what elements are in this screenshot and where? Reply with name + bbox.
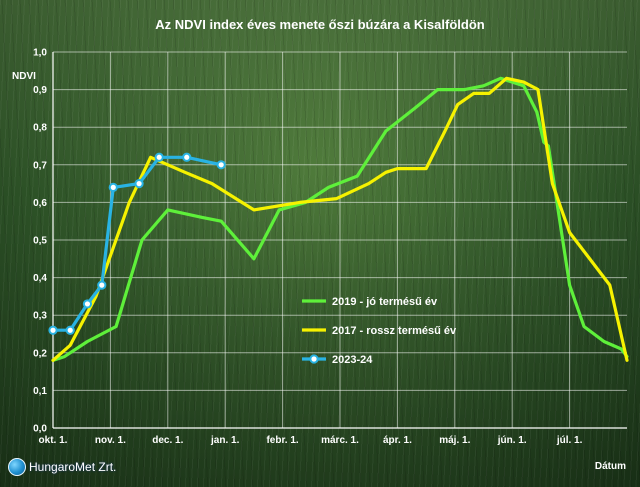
x-tick-label: dec. 1. (152, 435, 183, 446)
series-point-2 (154, 152, 164, 162)
y-tick-label: 0,8 (33, 123, 47, 134)
y-tick-label: 0,5 (33, 236, 47, 247)
series-point-2 (82, 299, 93, 309)
x-tick-label: márc. 1. (321, 435, 359, 446)
legend-marker-2 (309, 354, 319, 364)
y-tick-label: 0,3 (33, 311, 47, 322)
y-tick-label: 0,9 (33, 85, 47, 96)
hungaromet-globe-icon (8, 458, 26, 476)
y-tick-label: 0,4 (33, 273, 47, 284)
x-tick-label: máj. 1. (439, 435, 470, 446)
y-tick-label: 0,1 (33, 386, 47, 397)
series-point-2 (48, 325, 58, 335)
x-tick-label: febr. 1. (266, 435, 298, 446)
series-line-0 (51, 76, 629, 362)
logo-text: HungaroMet Zrt. (29, 460, 117, 474)
series-point-2 (108, 182, 118, 192)
legend: 2019 - jó termésű év 2017 - rossz termésű… (302, 296, 457, 366)
series-point-2 (182, 152, 192, 162)
y-tick-label: 0,0 (33, 424, 47, 435)
y-tick-label: 0,7 (33, 160, 47, 171)
series-layer (48, 76, 629, 362)
axis-layer: 0,0 0,1 0,2 0,3 0,4 0,5 0,6 0,7 0,8 0,9 1,0 okt. 1.… (33, 48, 627, 446)
series-point-2 (97, 280, 107, 290)
chart-title: Az NDVI index éves menete őszi búzára a … (155, 17, 484, 32)
x-tick-label: jún. 1. (497, 435, 527, 446)
legend-label-1: 2017 - rossz termésű év (332, 325, 457, 337)
x-tick-label: ápr. 1. (383, 435, 412, 446)
legend-label-0: 2019 - jó termésű év (332, 296, 438, 308)
legend-label-2: 2023-24 (332, 354, 373, 366)
series-point-2 (65, 325, 75, 335)
y-axis-title: NDVI (12, 71, 36, 82)
x-tick-label: júl. 1. (556, 435, 583, 446)
series-point-2 (216, 160, 226, 170)
y-tick-label: 1,0 (33, 48, 47, 59)
series-point-2 (134, 179, 144, 189)
x-tick-label: okt. 1. (39, 435, 68, 446)
y-tick-label: 0,2 (33, 348, 47, 359)
x-axis-title: Dátum (595, 461, 626, 472)
x-tick-label: jan. 1. (210, 435, 240, 446)
x-tick-label: nov. 1. (95, 435, 126, 446)
y-tick-label: 0,6 (33, 198, 47, 209)
hungaromet-logo: HungaroMet Zrt. (8, 456, 116, 478)
